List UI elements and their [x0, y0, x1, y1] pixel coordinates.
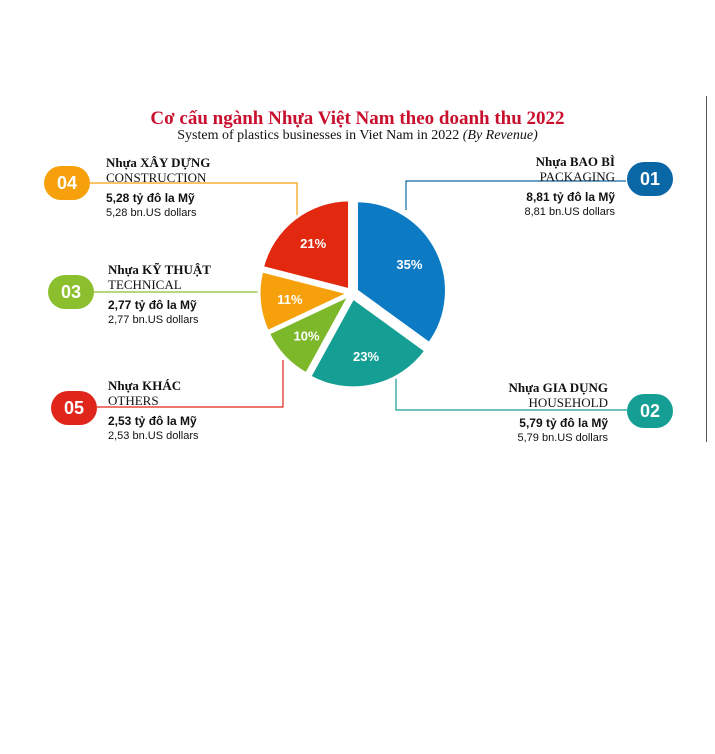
leader-line-household	[395, 370, 627, 411]
leader-line-others	[97, 360, 284, 408]
label-en: PACKAGING	[539, 169, 615, 184]
label-vn: Nhựa KHÁC	[108, 378, 182, 393]
leader-line-construction	[90, 182, 298, 222]
label-construction: Nhựa XÂY DỰNG CONSTRUCTION 5,28 tỷ đô la…	[106, 155, 276, 221]
label-vn: Nhựa KỸ THUẬT	[108, 262, 211, 277]
label-vn: Nhựa GIA DỤNG	[508, 380, 608, 395]
label-en: CONSTRUCTION	[106, 170, 207, 185]
badge-household: 02	[627, 394, 673, 428]
subtitle-text: System of plastics businesses in Viet Na…	[177, 128, 460, 143]
badge-number: 02	[639, 401, 661, 421]
percent-label-packaging: 35%	[396, 257, 422, 272]
subtitle-note: (By Revenue)	[462, 128, 538, 143]
label-vn: Nhựa BAO BÌ	[535, 154, 615, 169]
percent-label-technical: 11%	[277, 292, 303, 307]
badge-number: 01	[639, 169, 661, 189]
pie-slice-household	[307, 295, 428, 390]
chart-title: Cơ cấu ngành Nhựa Việt Nam theo doanh th…	[150, 108, 565, 129]
label-value-en: 5,79 bn.US dollars	[517, 432, 609, 444]
percent-label-others: 10%	[293, 329, 319, 344]
badge-number: 05	[63, 398, 85, 418]
badge-construction: 04	[44, 166, 90, 200]
chart-subtitle: System of plastics businesses in Viet Na…	[0, 128, 715, 144]
pie-slice-packaging	[354, 199, 448, 346]
label-en: TECHNICAL	[108, 277, 182, 292]
label-packaging: Nhựa BAO BÌ PACKAGING 8,81 tỷ đô la Mỹ 8…	[470, 154, 616, 220]
label-en: OTHERS	[108, 393, 159, 408]
label-value-vn: 2,53 tỷ đô la Mỹ	[108, 414, 197, 428]
badge-technical: 03	[48, 275, 94, 309]
label-value-vn: 8,81 tỷ đô la Mỹ	[526, 190, 615, 204]
label-value-vn: 2,77 tỷ đô la Mỹ	[108, 298, 197, 312]
label-value-en: 2,77 bn.US dollars	[108, 314, 199, 326]
percent-label-construction: 21%	[300, 236, 326, 251]
label-value-en: 5,28 bn.US dollars	[106, 207, 197, 219]
badge-others: 05	[51, 391, 97, 425]
leader-lines	[90, 180, 627, 411]
pie-slices	[257, 198, 448, 390]
leader-line-packaging	[405, 180, 626, 210]
right-border-line	[706, 96, 707, 442]
pie-slice-technical	[257, 269, 354, 334]
percent-label-household: 23%	[353, 349, 379, 364]
pie-slice-others	[266, 291, 354, 376]
label-value-vn: 5,79 tỷ đô la Mỹ	[519, 416, 608, 430]
label-en: HOUSEHOLD	[528, 395, 608, 410]
label-value-en: 2,53 bn.US dollars	[108, 430, 199, 442]
badge-packaging: 01	[627, 162, 673, 196]
label-others: Nhựa KHÁC OTHERS 2,53 tỷ đô la Mỹ 2,53 b…	[108, 378, 268, 444]
label-technical: Nhựa KỸ THUẬT TECHNICAL 2,77 tỷ đô la Mỹ…	[108, 262, 268, 328]
badge-number: 04	[56, 173, 78, 193]
label-household: Nhựa GIA DỤNG HOUSEHOLD 5,79 tỷ đô la Mỹ…	[450, 380, 608, 446]
pie-slice-construction	[260, 198, 352, 292]
label-value-en: 8,81 bn.US dollars	[524, 206, 616, 218]
badge-number: 03	[60, 282, 82, 302]
label-value-vn: 5,28 tỷ đô la Mỹ	[106, 191, 195, 205]
label-vn: Nhựa XÂY DỰNG	[106, 155, 211, 170]
percent-labels: 35% 23% 10% 11% 21%	[277, 236, 423, 364]
